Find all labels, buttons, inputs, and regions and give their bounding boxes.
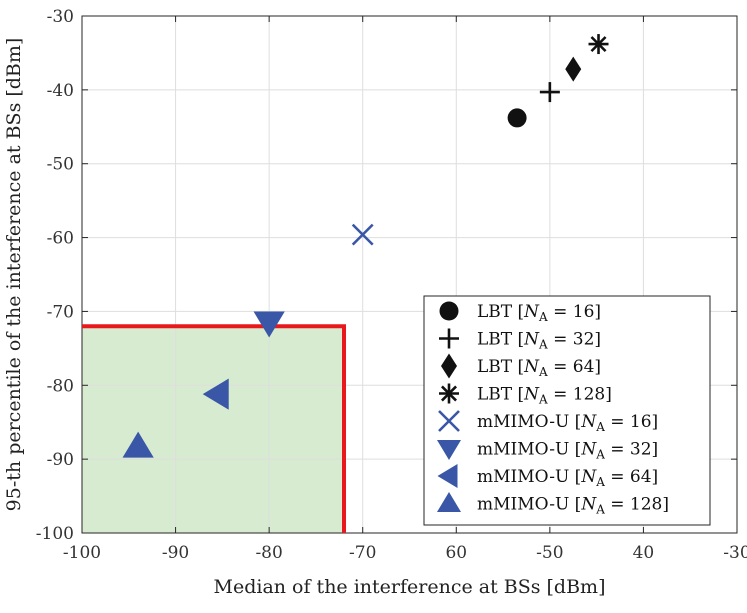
legend-label: LBT [NA = 16] — [477, 302, 601, 324]
asterisk-arm — [590, 36, 607, 53]
triangle-up-shape — [122, 431, 154, 458]
legend-label: LBT [NA = 128] — [477, 385, 612, 407]
legend-label: mMIMO-U [NA = 128] — [477, 495, 669, 517]
diamond-shape — [441, 353, 457, 379]
legend-marker-diamond — [441, 353, 457, 379]
legend-item: LBT [NA = 64] — [441, 353, 601, 379]
legend-item: mMIMO-U [NA = 16] — [438, 410, 658, 434]
y-tick-label: -50 — [47, 155, 74, 175]
x-axis-label: Median of the interference at BSs [dBm] — [214, 576, 606, 598]
y-axis-ticks: -100 -90 -80 -70 -60 -50 -40 -30 — [36, 7, 737, 544]
y-tick-label: -60 — [47, 229, 74, 249]
legend-marker-triangle-left — [437, 464, 458, 488]
legend-label: LBT [NA = 32] — [477, 330, 601, 352]
data-point-triangle-up — [122, 431, 154, 458]
target-region-border — [82, 324, 346, 533]
legend-label: mMIMO-U [NA = 64] — [477, 467, 658, 489]
data-markers — [122, 34, 609, 458]
x-tick-label: -50 — [536, 543, 563, 563]
diamond-shape — [565, 56, 582, 82]
circle-shape — [439, 301, 459, 321]
asterisk-arm — [441, 385, 457, 402]
grid — [82, 16, 737, 533]
triangle-up-shape — [437, 492, 461, 512]
legend-marker-x — [438, 410, 460, 432]
x-tick-label: -90 — [162, 543, 189, 563]
triangle-down-shape — [253, 311, 285, 338]
circle-shape — [507, 108, 527, 128]
legend-label: mMIMO-U [NA = 16] — [477, 412, 658, 434]
data-point-x — [351, 223, 374, 246]
y-axis-label: 95-th percentile of the interference at … — [3, 38, 25, 512]
y-tick-label: -30 — [47, 7, 74, 27]
legend-item: LBT [NA = 16] — [439, 301, 601, 324]
legend-marker-asterisk — [439, 383, 459, 404]
target-region-border-line — [82, 324, 346, 533]
target-region-fill — [82, 326, 344, 533]
x-tick-label: -30 — [723, 543, 747, 563]
data-point-circle — [507, 108, 527, 128]
plot-frame — [81, 15, 738, 534]
triangle-left-shape — [437, 464, 458, 488]
legend-box — [423, 295, 711, 526]
y-tick-label: -100 — [36, 524, 74, 544]
x-tick-label: -80 — [255, 543, 282, 563]
x-axis-ticks: -100 -90 -80 -70 60 -50 40 -30 — [63, 16, 747, 563]
data-point-triangle-left — [202, 378, 229, 410]
data-point-plus — [539, 82, 560, 103]
target-region — [82, 326, 344, 533]
legend-item: LBT [NA = 32] — [439, 328, 601, 352]
data-point-triangle-down — [253, 311, 285, 338]
x-arm — [438, 410, 460, 432]
x-tick-label: -100 — [63, 543, 101, 563]
legend-item: mMIMO-U [NA = 32] — [437, 440, 658, 462]
y-tick-label: -70 — [47, 302, 74, 322]
legend-item: mMIMO-U [NA = 128] — [437, 492, 669, 517]
legend-label: mMIMO-U [NA = 32] — [477, 440, 658, 462]
legend-marker-circle — [439, 301, 459, 321]
x-tick-label: 60 — [445, 543, 467, 563]
triangle-left-shape — [202, 378, 229, 410]
data-point-asterisk — [588, 34, 609, 55]
triangle-down-shape — [437, 440, 461, 460]
y-tick-label: -40 — [47, 81, 74, 101]
x-tick-label: -70 — [349, 543, 376, 563]
y-tick-label: -90 — [47, 450, 74, 470]
legend-marker-triangle-down — [437, 440, 461, 460]
legend-marker-triangle-up — [437, 492, 461, 512]
legend-item: LBT [NA = 128] — [439, 383, 612, 407]
x-tick-label: 40 — [633, 543, 655, 563]
legend: LBT [NA = 16] LBT [NA = 32] LBT [NA = 64] L… — [423, 295, 711, 526]
data-point-diamond — [565, 56, 582, 82]
legend-marker-plus — [439, 328, 459, 349]
x-arm — [351, 223, 374, 246]
legend-item: mMIMO-U [NA = 64] — [437, 464, 658, 489]
y-tick-label: -80 — [47, 376, 74, 396]
legend-label: LBT [NA = 64] — [477, 357, 601, 379]
